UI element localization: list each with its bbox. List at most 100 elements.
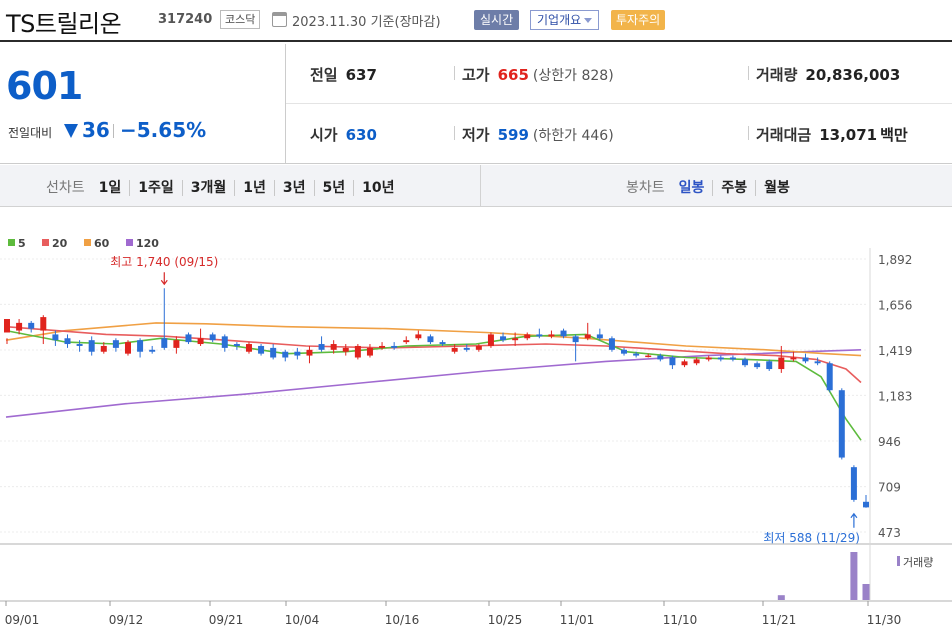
- y-tick-label: 1,656: [878, 298, 912, 312]
- candle-chart-label: 봉차트: [626, 180, 665, 196]
- quote-date: 2023.11.30 기준(장마감): [292, 11, 441, 30]
- candle: [245, 342, 252, 354]
- candle-body: [40, 317, 47, 331]
- candle-body: [294, 351, 301, 356]
- candle-body: [681, 361, 688, 366]
- candle-body: [16, 322, 23, 331]
- chart-legend: 5 20 60 120: [8, 237, 159, 250]
- period-1y[interactable]: 1년: [234, 180, 274, 196]
- candle-body: [487, 334, 494, 346]
- divider: [454, 66, 455, 80]
- candle: [838, 388, 845, 460]
- x-axis: 09/01 09/12 09/21 10/04 10/16 10/25 11/01 11/10…: [5, 601, 901, 627]
- candle-body: [657, 355, 664, 360]
- candle: [391, 342, 398, 350]
- x-tick-label: 10/16: [385, 613, 420, 627]
- candle: [572, 334, 579, 362]
- candle-body: [366, 347, 373, 356]
- candle-body: [270, 347, 277, 358]
- date-basis: 기준(장마감): [370, 15, 441, 30]
- candle: [306, 345, 313, 364]
- candle: [802, 353, 809, 364]
- candle-body: [717, 357, 724, 360]
- candle-body: [475, 345, 482, 350]
- candle-body: [403, 340, 410, 343]
- moving-average-lines: [5, 322, 862, 441]
- divider: [113, 124, 114, 138]
- market-badge: 코스닥: [220, 10, 261, 29]
- volume-panel: 거래량: [777, 552, 933, 600]
- period-3y[interactable]: 3년: [273, 180, 314, 196]
- open-price: 시가 630: [310, 124, 377, 145]
- candle: [149, 345, 156, 354]
- candle-body: [342, 347, 349, 352]
- candle-body: [112, 340, 119, 348]
- period-weekly[interactable]: 주봉: [712, 180, 756, 196]
- realtime-button[interactable]: 실시간: [474, 10, 520, 30]
- candle: [354, 344, 361, 360]
- candle: [766, 359, 773, 371]
- candle: [64, 334, 71, 348]
- period-1w[interactable]: 1주일: [129, 180, 182, 196]
- candle-chart-periods: 봉차트 일봉 주봉 월봉: [626, 177, 798, 197]
- candle-body: [560, 330, 567, 337]
- candle-body: [826, 363, 833, 391]
- candle-body: [524, 334, 531, 339]
- candle-body: [729, 357, 736, 360]
- period-daily[interactable]: 일봉: [678, 180, 705, 196]
- lower-limit: (하한가 446): [532, 128, 614, 144]
- candle: [76, 340, 83, 352]
- candle: [584, 322, 591, 341]
- candle-body: [52, 334, 59, 341]
- candle-body: [536, 334, 543, 337]
- candle: [342, 344, 349, 356]
- period-10y[interactable]: 10년: [353, 180, 403, 196]
- candle-body: [645, 355, 652, 358]
- x-tick-label: 09/01: [5, 613, 40, 627]
- trade-amount: 거래대금 13,071 백만: [756, 124, 908, 145]
- ma60-line: [5, 322, 862, 357]
- amount-label: 거래대금: [756, 126, 812, 144]
- candle-body: [64, 338, 71, 345]
- candle-body: [173, 340, 180, 348]
- candle: [366, 344, 373, 358]
- candle: [633, 351, 640, 358]
- candle-body: [766, 361, 773, 370]
- stock-code: 317240: [158, 12, 213, 27]
- candle-body: [863, 501, 869, 508]
- candle: [233, 342, 240, 350]
- period-3m[interactable]: 3개월: [181, 180, 235, 196]
- candle: [16, 319, 23, 335]
- high-annotation: 최고 1,740 (09/15): [110, 255, 218, 269]
- candle: [28, 320, 35, 333]
- candle: [112, 338, 119, 352]
- up-arrow-icon: [850, 512, 858, 528]
- candle: [814, 357, 821, 366]
- chevron-down-icon: [584, 18, 593, 23]
- candle: [596, 328, 603, 341]
- candle-body: [391, 345, 398, 348]
- candle-body: [209, 334, 216, 341]
- period-monthly[interactable]: 월봉: [755, 180, 798, 196]
- period-5y[interactable]: 5년: [313, 180, 354, 196]
- legend-label-ma120: 120: [136, 237, 159, 250]
- candle-body: [572, 336, 579, 343]
- candle-body: [197, 338, 204, 345]
- company-overview-dropdown[interactable]: 기업개요: [530, 10, 600, 30]
- divider: [748, 66, 749, 80]
- candle-body: [439, 342, 446, 345]
- period-1d[interactable]: 1일: [98, 180, 122, 196]
- candle-body: [4, 319, 10, 333]
- candle-body: [814, 361, 821, 364]
- prev-close-label: 전일: [310, 66, 338, 84]
- candle-body: [161, 338, 168, 348]
- chart-annotations: 최고 1,740 (09/15) 최저 588 (11/29): [110, 255, 860, 545]
- y-tick-label: 473: [878, 526, 901, 540]
- candle-body: [596, 334, 603, 339]
- candle-body: [185, 334, 192, 343]
- candle: [270, 344, 277, 360]
- candle: [487, 332, 494, 348]
- price-chart[interactable]: 5 20 60 120 1,892 1,656 1,419 1,183 946 709 473 최…: [0, 208, 952, 644]
- volume-bar: [777, 595, 785, 600]
- candle: [209, 332, 216, 343]
